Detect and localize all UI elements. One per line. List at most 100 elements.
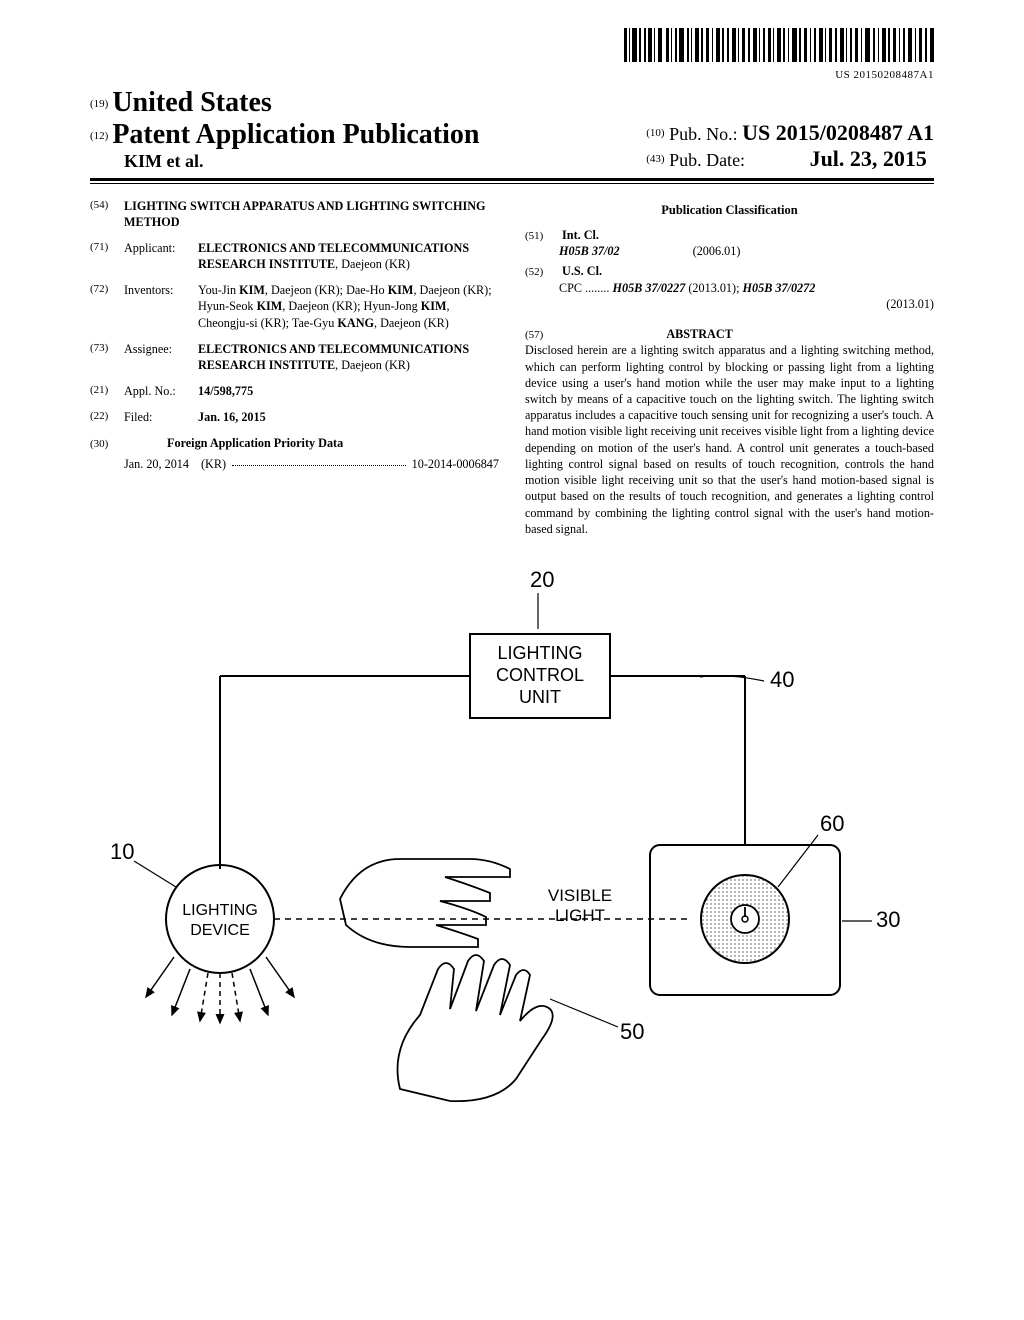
cpc1: H05B 37/0227 xyxy=(613,281,686,295)
label-52: U.S. Cl. xyxy=(562,264,602,278)
field-30: (30) Foreign Application Priority Data xyxy=(90,435,499,452)
field-72: (72) Inventors: You-Jin KIM, Daejeon (KR… xyxy=(90,282,499,330)
lighting-device-circle xyxy=(166,865,274,973)
cpc2-ver: (2013.01) xyxy=(559,296,934,312)
field-22: (22) Filed: Jan. 16, 2015 xyxy=(90,409,499,425)
pubtype: Patent Application Publication xyxy=(112,119,479,150)
label-72: Inventors: xyxy=(124,282,198,330)
code-10: (10) xyxy=(646,127,664,139)
country: United States xyxy=(112,87,271,118)
inventors-value: You-Jin KIM, Daejeon (KR); Dae-Ho KIM, D… xyxy=(198,282,499,330)
label-21: Appl. No.: xyxy=(124,383,198,399)
abstract-heading: ABSTRACT xyxy=(666,327,732,341)
ref-20: 20 xyxy=(530,567,554,592)
code-71: (71) xyxy=(90,240,124,272)
header-country-line: (19) United States xyxy=(90,87,479,119)
cpc-prefix: CPC ........ xyxy=(559,281,609,295)
cpc1-ver: (2013.01); xyxy=(688,281,739,295)
ref-40: 40 xyxy=(770,667,794,692)
applicant-loc: , Daejeon (KR) xyxy=(335,257,410,271)
label-71: Applicant: xyxy=(124,240,198,272)
left-column: (54) LIGHTING SWITCH APPARATUS AND LIGHT… xyxy=(90,198,499,537)
field-52: (52) U.S. Cl. xyxy=(525,263,934,280)
intcl-ver: (2006.01) xyxy=(693,244,741,258)
abstract-head-row: (57) ABSTRACT xyxy=(525,326,934,343)
biblio-columns: (54) LIGHTING SWITCH APPARATUS AND LIGHT… xyxy=(90,198,934,537)
pubno-label: Pub. No.: xyxy=(669,124,738,144)
value-71: ELECTRONICS AND TELECOMMUNICATIONS RESEA… xyxy=(198,240,499,272)
assignee-loc: , Daejeon (KR) xyxy=(335,358,410,372)
code-22: (22) xyxy=(90,409,124,425)
intcl-line: H05B 37/02 (2006.01) xyxy=(559,243,934,259)
box20-line2: CONTROL xyxy=(496,665,584,685)
header-left: (19) United States (12) Patent Applicati… xyxy=(90,87,479,172)
code-21: (21) xyxy=(90,383,124,399)
ref-50: 50 xyxy=(620,1019,644,1044)
code-12: (12) xyxy=(90,130,108,142)
barcode-text: US 20150208487A1 xyxy=(90,69,934,81)
priority-num: 10-2014-0006847 xyxy=(412,456,499,472)
right-column: Publication Classification (51) Int. Cl.… xyxy=(525,198,934,537)
classification-heading: Publication Classification xyxy=(525,202,934,219)
code-43: (43) xyxy=(646,153,664,165)
field-71: (71) Applicant: ELECTRONICS AND TELECOMM… xyxy=(90,240,499,272)
code-52: (52) xyxy=(525,265,559,280)
code-30: (30) xyxy=(90,437,124,452)
hand-open xyxy=(398,955,553,1101)
header-row: (19) United States (12) Patent Applicati… xyxy=(90,87,934,172)
field-54: (54) LIGHTING SWITCH APPARATUS AND LIGHT… xyxy=(90,198,499,230)
box20-line1: LIGHTING xyxy=(497,643,582,663)
field-73: (73) Assignee: ELECTRONICS AND TELECOMMU… xyxy=(90,341,499,373)
ref-30: 30 xyxy=(876,907,900,932)
label-22: Filed: xyxy=(124,409,198,425)
label-51: Int. Cl. xyxy=(562,228,599,242)
applicant-name: ELECTRONICS AND TELECOMMUNICATIONS RESEA… xyxy=(198,241,469,271)
pubno-line: (10) Pub. No.: US 2015/0208487 A1 xyxy=(646,120,934,146)
hand-pointing xyxy=(340,859,510,947)
value-73: ELECTRONICS AND TELECOMMUNICATIONS RESEA… xyxy=(198,341,499,373)
figure: 20 LIGHTING CONTROL UNIT 40 LIGHTING DEV… xyxy=(90,559,934,1119)
circle10-line2: DEVICE xyxy=(190,922,250,939)
priority-heading: Foreign Application Priority Data xyxy=(167,436,343,450)
field-21: (21) Appl. No.: 14/598,775 xyxy=(90,383,499,399)
box20-line3: UNIT xyxy=(519,687,561,707)
pubno-value: US 2015/0208487 A1 xyxy=(742,120,934,145)
visible-light-line1: VISIBLE xyxy=(548,886,612,905)
patent-page: US 20150208487A1 (19) United States (12)… xyxy=(0,0,1024,1119)
ref-60: 60 xyxy=(820,811,844,836)
barcode-block: US 20150208487A1 xyxy=(90,28,934,81)
code-57: (57) xyxy=(525,329,543,341)
field-51: (51) Int. Cl. xyxy=(525,227,934,244)
label-73: Assignee: xyxy=(124,341,198,373)
priority-date: Jan. 20, 2014 xyxy=(124,456,189,472)
cpc2: H05B 37/0272 xyxy=(743,281,816,295)
intcl-value: H05B 37/02 xyxy=(559,244,620,258)
circle10-line1: LIGHTING xyxy=(182,902,258,919)
code-51: (51) xyxy=(525,229,559,244)
rule-thick xyxy=(90,178,934,181)
dots-leader xyxy=(232,456,406,466)
pubdate-label: Pub. Date: xyxy=(669,150,745,170)
pubdate-value: Jul. 23, 2015 xyxy=(810,146,927,171)
filed-date: Jan. 16, 2015 xyxy=(198,409,499,425)
header-pubtype-line: (12) Patent Application Publication xyxy=(90,119,479,151)
abstract-text: Disclosed herein are a lighting switch a… xyxy=(525,342,934,537)
code-73: (73) xyxy=(90,341,124,373)
visible-light-line2: LIGHT xyxy=(555,906,605,925)
title-value: LIGHTING SWITCH APPARATUS AND LIGHTING S… xyxy=(124,198,499,230)
abstract-block: (57) ABSTRACT Disclosed herein are a lig… xyxy=(525,326,934,537)
rule-thin xyxy=(90,183,934,184)
header-right: (10) Pub. No.: US 2015/0208487 A1 (43) P… xyxy=(646,120,934,172)
cpc-line-1: CPC ........ H05B 37/0227 (2013.01); H05… xyxy=(559,280,934,312)
appl-no: 14/598,775 xyxy=(198,383,499,399)
priority-row: Jan. 20, 2014 (KR) 10-2014-0006847 xyxy=(124,456,499,472)
pubdate-line: (43) Pub. Date: Jul. 23, 2015 xyxy=(646,146,934,172)
code-72: (72) xyxy=(90,282,124,330)
ref-10: 10 xyxy=(110,839,134,864)
priority-cc: (KR) xyxy=(201,456,226,472)
code-19: (19) xyxy=(90,98,108,110)
assignee-name: ELECTRONICS AND TELECOMMUNICATIONS RESEA… xyxy=(198,342,469,372)
barcode-graphic xyxy=(624,28,934,67)
code-54: (54) xyxy=(90,198,124,230)
light-rays-dashed xyxy=(200,973,240,1023)
